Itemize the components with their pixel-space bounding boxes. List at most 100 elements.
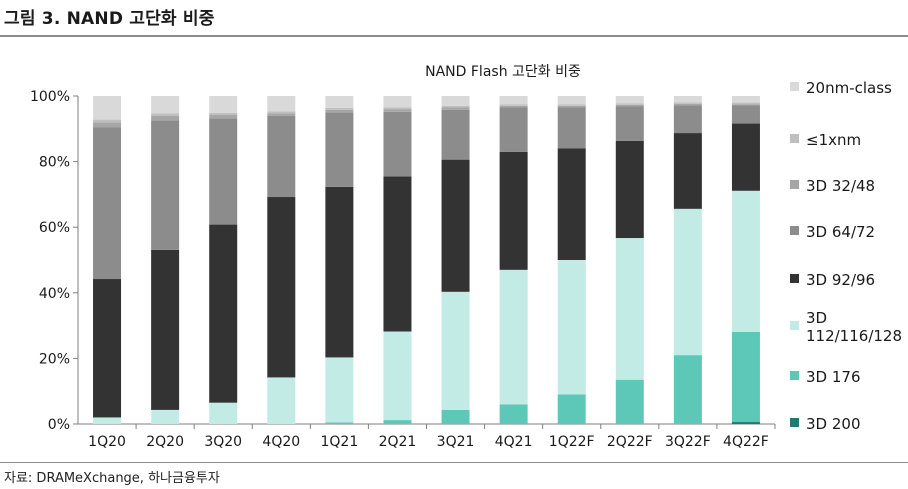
bar-segment-3d-112-116-128 — [499, 269, 528, 405]
bar-segment-3d-64-72 — [209, 118, 238, 225]
bar-segment-3d-176 — [441, 409, 470, 424]
legend-label: 3D 64/72 — [806, 223, 875, 241]
bar-segment-3d-32-48 — [209, 115, 238, 119]
bar-segment-20nm-class — [209, 96, 238, 113]
bar-segment-3d-64-72 — [383, 111, 412, 177]
x-tick-label: 3Q21 — [437, 434, 475, 450]
x-tick-label: 1Q22F — [549, 434, 595, 450]
bar-segment-3d-32-48 — [325, 109, 354, 113]
legend-swatch-20nm-class — [790, 82, 799, 91]
bar-segment-1xnm — [673, 102, 702, 104]
bar-segment-3d-64-72 — [557, 107, 586, 149]
bar-segment-3d-92-96 — [673, 133, 702, 209]
bar-segment-3d-32-48 — [151, 116, 180, 121]
bar-segment-3d-32-48 — [499, 105, 528, 108]
legend-swatch-3d-64-72 — [790, 226, 799, 235]
bar-segment-3d-92-96 — [93, 279, 122, 418]
bar-segment-3d-64-72 — [93, 127, 122, 280]
bar-segment-1xnm — [151, 113, 180, 117]
legend-swatch-3d-32-48 — [790, 180, 799, 189]
bar-segment-3d-112-116-128 — [615, 238, 644, 380]
legend-label: 3D 32/48 — [806, 177, 875, 195]
stacked-bar-chart: NAND Flash 고단화 비중 1Q20 2Q20 3Q20 4Q20 1Q21 2Q… — [30, 64, 902, 450]
bar-segment-3d-64-72 — [731, 105, 760, 124]
bar-segment-3d-64-72 — [499, 107, 528, 152]
x-tick-label: 2Q21 — [379, 434, 417, 450]
bar-segment-3d-64-72 — [673, 105, 702, 134]
bar-segment-3d-32-48 — [441, 107, 470, 110]
x-tick-label: 4Q20 — [262, 434, 300, 450]
bar-segment-3d-176 — [499, 404, 528, 424]
bar-segment-3d-92-96 — [267, 197, 296, 378]
bar-segment-3d-112-116-128 — [209, 402, 238, 424]
bar-segment-3d-64-72 — [325, 112, 354, 187]
bar-segment-3d-112-116-128 — [557, 260, 586, 395]
bar-segment-3d-112-116-128 — [93, 417, 122, 424]
bar-segment-3d-64-72 — [267, 115, 296, 198]
bar-segment-3d-32-48 — [93, 122, 122, 128]
legend-swatch-1xnm — [790, 134, 799, 143]
bar-segment-20nm-class — [557, 96, 586, 105]
bar-segment-3d-92-96 — [557, 148, 586, 260]
bottom-rule — [0, 462, 908, 463]
legend-swatch-3d-112-116-128 — [790, 321, 799, 330]
y-tick-labels: 0% 20% 40% 60% 80% 100% — [30, 89, 70, 433]
bar-segment-3d-112-116-128 — [151, 409, 180, 424]
legend-label: 3D 92/96 — [806, 271, 875, 289]
bar-segment-3d-92-96 — [731, 123, 760, 191]
bar-segment-3d-112-116-128 — [325, 357, 354, 423]
bar-segment-3d-92-96 — [325, 186, 354, 358]
bar-segment-3d-112-116-128 — [383, 331, 412, 421]
bar-segment-3d-112-116-128 — [731, 190, 760, 332]
x-tick-label: 2Q22F — [607, 434, 653, 450]
bar-segment-3d-64-72 — [151, 120, 180, 250]
bar-segment-3d-112-116-128 — [673, 208, 702, 356]
bar-segment-20nm-class — [383, 96, 412, 108]
legend-swatch-3d-200 — [790, 418, 799, 427]
x-tick-label: 2Q20 — [146, 434, 184, 450]
bar-segment-3d-32-48 — [267, 113, 296, 116]
legend: 20nm-class ≤1xnm 3D 32/48 3D 64/72 3D 92/96 3… — [790, 79, 902, 433]
legend-label: ≤1xnm — [806, 131, 861, 149]
y-tick-label: 100% — [30, 89, 70, 105]
bar-segment-1xnm — [731, 102, 760, 105]
legend-label: 3D 200 — [806, 415, 861, 433]
source-note: 자료: DRAMeXchange, 하나금융투자 — [4, 471, 220, 486]
x-tick-label: 3Q20 — [204, 434, 242, 450]
bar-segment-1xnm — [267, 111, 296, 114]
bar-segment-20nm-class — [673, 96, 702, 103]
x-tick-label: 1Q20 — [88, 434, 126, 450]
bar-segment-3d-112-116-128 — [441, 291, 470, 410]
bar-segment-20nm-class — [499, 96, 528, 105]
bar-segment-3d-92-96 — [615, 140, 644, 239]
bars — [93, 96, 760, 424]
bar-segment-20nm-class — [731, 96, 760, 103]
bar-segment-1xnm — [325, 107, 354, 110]
bar-segment-3d-112-116-128 — [267, 377, 296, 424]
y-tick-label: 0% — [48, 417, 70, 433]
bar-segment-3d-92-96 — [151, 249, 180, 410]
bar-segment-1xnm — [441, 105, 470, 108]
bar-segment-3d-92-96 — [441, 159, 470, 292]
legend-label: 3D 112/116/128 — [806, 309, 902, 345]
bar-segment-3d-92-96 — [499, 151, 528, 270]
bar-segment-3d-176 — [673, 355, 702, 424]
bar-segment-1xnm — [93, 119, 122, 123]
x-tick-label: 4Q22F — [723, 434, 769, 450]
bar-segment-3d-176 — [383, 420, 412, 424]
bar-segment-1xnm — [499, 104, 528, 106]
x-tick-label: 3Q22F — [665, 434, 711, 450]
y-tick-label: 20% — [39, 351, 70, 367]
y-tick-label: 60% — [39, 220, 70, 236]
legend-label: 3D 176 — [806, 368, 861, 386]
bar-segment-20nm-class — [267, 96, 296, 112]
bar-segment-3d-64-72 — [615, 106, 644, 141]
bar-segment-3d-32-48 — [673, 103, 702, 106]
bar-segment-3d-200 — [731, 422, 760, 424]
chart-title: NAND Flash 고단화 비중 — [425, 64, 581, 80]
bar-segment-3d-32-48 — [557, 105, 586, 108]
top-rule — [0, 35, 908, 37]
bar-segment-3d-32-48 — [731, 104, 760, 106]
bar-segment-1xnm — [557, 104, 586, 106]
axes — [73, 95, 776, 429]
